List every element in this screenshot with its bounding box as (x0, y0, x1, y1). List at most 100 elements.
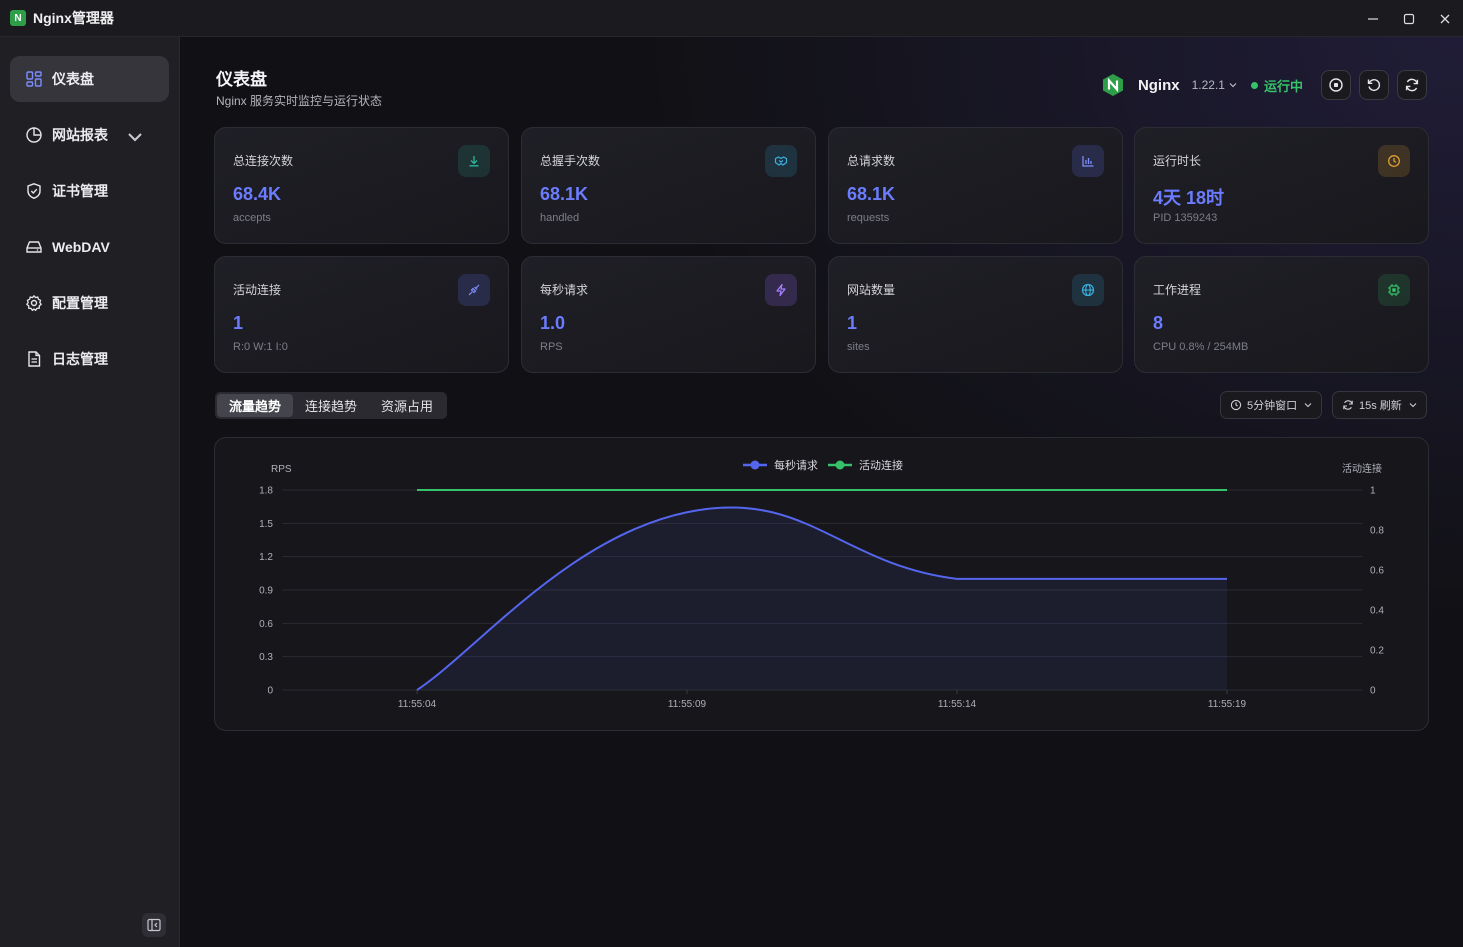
title-bar: N Nginx管理器 (0, 0, 1463, 37)
minimize-button[interactable] (1355, 0, 1391, 37)
y-left-tick-label: 0.3 (259, 652, 273, 663)
lightning-icon (765, 274, 797, 306)
y-left-tick-label: 1.5 (259, 519, 273, 530)
refresh-icon (1405, 78, 1419, 92)
card-sub: CPU 0.8% / 254MB (1153, 341, 1249, 353)
sidebar-item-webdav[interactable]: WebDAV (10, 224, 169, 270)
bar-chart-icon (1072, 145, 1104, 177)
chevron-down-icon (1304, 403, 1312, 408)
stat-card-uptime: 运行时长 4天 18时 PID 1359243 (1134, 127, 1429, 244)
sidebar-item-label: 仪表盘 (52, 71, 94, 87)
y-right-tick-label: 0 (1370, 686, 1376, 697)
card-sub: sites (847, 341, 870, 353)
sidebar-item-dashboard[interactable]: 仪表盘 (10, 56, 169, 102)
app-logo-icon: N (10, 10, 26, 26)
legend-swatch-dot (750, 460, 760, 470)
page-subtitle: Nginx 服务实时监控与运行状态 (216, 94, 383, 108)
status-label: 运行中 (1263, 78, 1303, 94)
stat-card-total-requests: 总请求数 68.1K requests (828, 127, 1123, 244)
card-label: 工作进程 (1153, 283, 1202, 297)
sidebar-item-label: 网站报表 (52, 127, 108, 143)
time-window-select[interactable]: 5分钟窗口 (1220, 391, 1323, 419)
chevron-down-icon (1229, 83, 1237, 88)
card-label: 每秒请求 (540, 283, 589, 297)
pie-chart-icon (26, 127, 42, 143)
chevron-down-icon (1409, 403, 1417, 408)
shield-icon (27, 183, 41, 199)
window-controls (1355, 0, 1463, 37)
x-tick-label: 11:55:14 (938, 699, 977, 710)
y-left-tick-label: 0.9 (259, 586, 273, 597)
y-right-tick-label: 0.8 (1370, 526, 1384, 537)
maximize-icon (1403, 13, 1415, 24)
card-sub: accepts (233, 212, 271, 224)
card-label: 活动连接 (233, 283, 282, 297)
series-line-0 (416, 506, 1227, 691)
stop-button[interactable] (1321, 70, 1351, 100)
card-value: 68.1K (540, 184, 589, 204)
maximize-button[interactable] (1391, 0, 1427, 37)
tab-traffic-trend[interactable]: 流量趋势 (217, 394, 294, 417)
stat-card-total-handled: 总握手次数 68.1K handled (521, 127, 816, 244)
card-value: 68.4K (233, 184, 282, 204)
version-label: 1.22.1 (1191, 78, 1225, 92)
sidebar-item-label: 日志管理 (52, 351, 108, 367)
status-badge: 运行中 (1250, 76, 1303, 95)
page-title: 仪表盘 (216, 70, 267, 89)
sidebar-item-site-reports[interactable]: 网站报表 (10, 112, 169, 158)
restart-button[interactable] (1359, 70, 1389, 100)
x-tick-label: 11:55:09 (668, 699, 707, 710)
x-tick-label: 11:55:04 (398, 699, 437, 710)
card-label: 网站数量 (847, 283, 896, 297)
sidebar-item-config[interactable]: 配置管理 (10, 280, 169, 326)
collapse-sidebar-button[interactable] (142, 913, 166, 937)
refresh-interval-select[interactable]: 15s 刷新 (1332, 391, 1427, 419)
sidebar-collapse-icon (147, 918, 161, 932)
card-sub: RPS (540, 341, 563, 353)
sidebar-item-label: WebDAV (52, 239, 110, 255)
server-name: Nginx (1137, 76, 1180, 94)
tab-connection-trend[interactable]: 连接趋势 (305, 399, 358, 414)
tab-resource-usage[interactable]: 资源占用 (381, 399, 434, 414)
legend-item-1[interactable]: 活动连接 (828, 459, 903, 472)
card-sub: R:0 W:1 I:0 (233, 341, 288, 353)
card-label: 运行时长 (1153, 154, 1202, 168)
version-select[interactable]: 1.22.1 (1192, 78, 1237, 92)
close-button[interactable] (1427, 0, 1463, 37)
card-value: 4天 18时 (1153, 188, 1225, 208)
chart-tabs: 流量趋势 连接趋势 资源占用 (215, 392, 448, 419)
y-right-tick-label: 1 (1370, 486, 1376, 497)
download-icon (458, 145, 490, 177)
traffic-line-chart: 0 0.3 0.6 0.9 1.2 1.5 1.8 0 0.2 0.4 0.6 0.8 1 RPS 活动连接… (259, 458, 1384, 710)
gear-icon (26, 295, 42, 312)
card-label: 总握手次数 (540, 154, 601, 168)
app-title: Nginx管理器 (33, 10, 114, 26)
sidebar-item-label: 证书管理 (52, 183, 108, 199)
sidebar-item-label: 配置管理 (52, 295, 108, 311)
sidebar-item-certificates[interactable]: 证书管理 (10, 168, 169, 214)
legend-label: 每秒请求 (774, 458, 818, 472)
dashboard-icon (26, 71, 42, 87)
stat-card-workers: 工作进程 8 CPU 0.8% / 254MB (1134, 256, 1429, 373)
reload-button[interactable] (1397, 70, 1427, 100)
time-window-label: 5分钟窗口 (1247, 400, 1298, 412)
handshake-icon (765, 145, 797, 177)
stop-circle-icon (1329, 78, 1343, 92)
card-sub: PID 1359243 (1153, 212, 1218, 224)
card-value: 1.0 (540, 313, 566, 333)
refresh-icon (1343, 400, 1353, 410)
y-left-tick-label: 1.8 (259, 486, 273, 497)
sidebar-item-logs[interactable]: 日志管理 (10, 336, 169, 382)
legend-item-0[interactable]: 每秒请求 (743, 458, 818, 472)
x-tick-label: 11:55:19 (1208, 699, 1247, 710)
globe-icon (1072, 274, 1104, 306)
y-left-tick-label: 0 (267, 686, 273, 697)
stat-card-active-connections: 活动连接 1 R:0 W:1 I:0 (214, 256, 509, 373)
y-right-tick-label: 0.2 (1370, 646, 1384, 657)
stat-card-rps: 每秒请求 1.0 RPS (521, 256, 816, 373)
legend-label: 活动连接 (859, 459, 903, 472)
sidebar: 仪表盘 网站报表 证书管理 WebDAV 配置管理 日志管理 (0, 37, 180, 947)
nginx-logo-icon (1102, 74, 1123, 96)
card-label: 总请求数 (847, 154, 896, 168)
card-value: 68.1K (847, 184, 896, 204)
